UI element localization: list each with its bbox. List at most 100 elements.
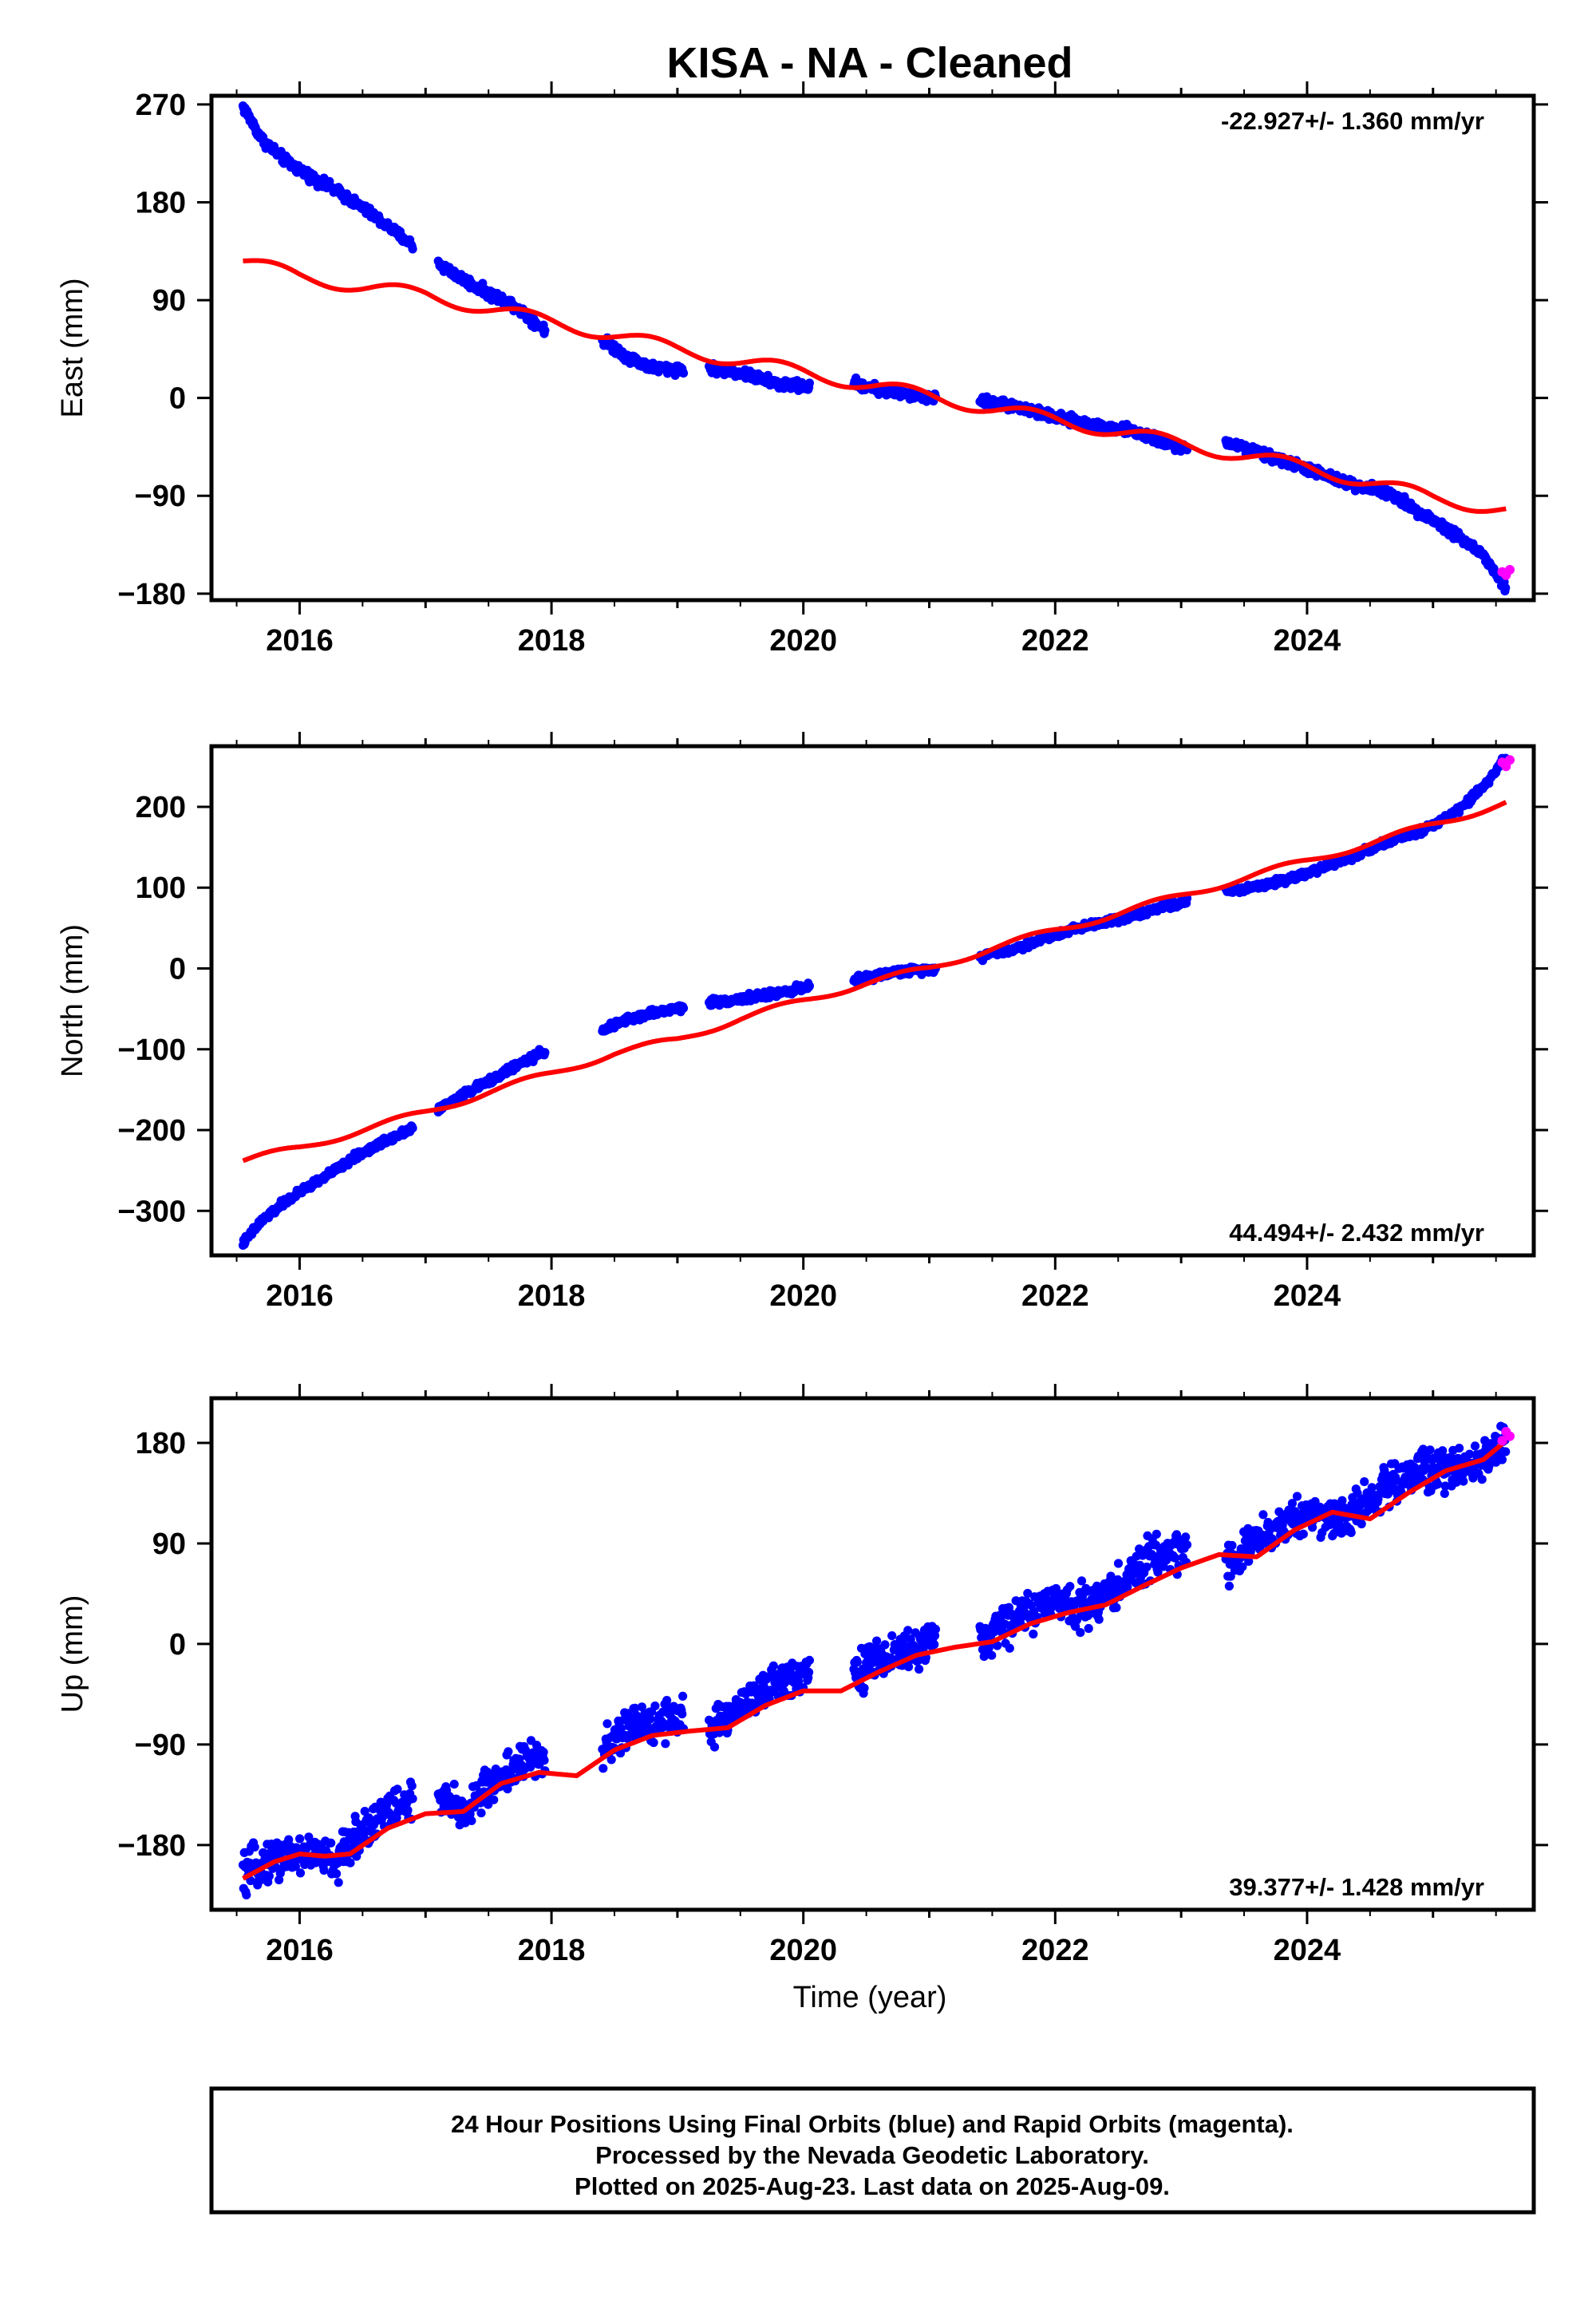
final-orbit-point (1182, 1540, 1192, 1550)
x-tick-label: 2024 (1274, 1934, 1341, 1967)
final-orbit-point (1418, 1445, 1428, 1454)
plot-frame (209, 1396, 1536, 1912)
final-orbit-point (1152, 1529, 1161, 1539)
x-axis-label: Time (year) (793, 1981, 947, 2014)
footer-line-2: Processed by the Nevada Geodetic Laborat… (595, 2141, 1149, 2169)
velocity-label: 44.494+/- 2.432 mm/yr (1229, 1219, 1484, 1247)
final-orbit-point (408, 1124, 417, 1133)
panels: 2016 2018 2020 2022 2024270180900−90−180East… (56, 81, 1548, 1967)
final-orbit-point (903, 1626, 913, 1635)
final-orbit-point (465, 1809, 475, 1819)
velocity-label: 39.377+/- 1.428 mm/yr (1229, 1873, 1484, 1901)
final-orbit-point (1171, 1553, 1180, 1563)
final-orbit-point (872, 1636, 882, 1646)
y-tick-label: 200 (136, 791, 186, 824)
y-tick-label: −100 (117, 1034, 186, 1067)
figure-title: KISA - NA - Cleaned (666, 39, 1073, 87)
final-orbit-point (598, 1764, 608, 1773)
final-orbit-point (319, 1865, 329, 1875)
final-orbit-point (250, 1842, 259, 1852)
final-orbit-point (1112, 1603, 1121, 1612)
series-rapid-orbits (1497, 755, 1515, 772)
y-tick-label: 90 (152, 1528, 186, 1561)
final-orbit-point (284, 1835, 294, 1844)
final-orbit-point (1065, 1582, 1075, 1591)
x-tick-label: 2020 (769, 624, 837, 658)
final-orbit-point (295, 1868, 306, 1878)
final-orbit-point (1106, 1571, 1116, 1581)
series-final-orbits (238, 753, 1511, 1250)
final-orbit-point (678, 369, 689, 378)
final-orbit-point (1360, 1477, 1369, 1487)
y-axis-label: Up (mm) (56, 1595, 89, 1713)
rapid-orbit-point (1505, 1431, 1515, 1441)
final-orbit-point (304, 1832, 314, 1842)
final-orbit-point (1425, 1445, 1435, 1455)
rapid-orbit-point (1505, 564, 1515, 575)
final-orbit-point (1433, 1480, 1443, 1489)
final-orbit-point (1258, 1510, 1268, 1520)
final-orbit-point (242, 1890, 251, 1899)
x-tick-label: 2016 (266, 1279, 334, 1313)
final-orbit-point (1501, 1447, 1511, 1456)
final-orbit-point (1470, 1441, 1480, 1451)
final-orbit-point (392, 1813, 401, 1823)
final-orbit-point (539, 1748, 548, 1757)
final-orbit-point (678, 1003, 689, 1013)
final-orbit-point (1455, 1444, 1464, 1453)
final-orbit-point (1076, 1628, 1085, 1638)
final-orbit-point (403, 1805, 413, 1815)
model-curve (242, 800, 1507, 1164)
final-orbit-point (852, 1658, 862, 1667)
y-axis-label: North (mm) (56, 924, 89, 1077)
final-orbit-point (290, 1862, 300, 1871)
final-orbit-point (407, 1781, 417, 1791)
final-orbit-point (1501, 583, 1511, 593)
series-final-orbits (238, 1421, 1511, 1899)
final-orbit-point (1135, 1560, 1145, 1570)
final-orbit-point (930, 1624, 940, 1634)
final-orbit-point (661, 1739, 670, 1749)
y-tick-label: 0 (169, 952, 186, 986)
final-orbit-point (1181, 1532, 1191, 1542)
panel-east: 2016 2018 2020 2022 2024270180900−90−180East… (56, 81, 1548, 658)
x-tick-label: 2018 (518, 1934, 586, 1967)
final-orbit-point (1227, 1540, 1237, 1551)
footer-line-3: Plotted on 2025-Aug-23. Last data on 202… (575, 2172, 1170, 2200)
model-curve (242, 258, 1507, 514)
x-tick-label: 2020 (769, 1279, 837, 1313)
final-orbit-point (630, 1703, 640, 1713)
final-orbit-point (540, 1048, 550, 1057)
final-orbit-point (408, 1794, 417, 1804)
final-orbit-point (1353, 1488, 1362, 1498)
x-tick-label: 2022 (1021, 624, 1089, 658)
final-orbit-point (246, 1875, 255, 1886)
rapid-orbit-point (1505, 755, 1515, 765)
final-orbit-point (1113, 1559, 1124, 1568)
final-orbit-point (503, 1784, 512, 1794)
final-orbit-point (1023, 1588, 1033, 1599)
y-tick-label: 180 (136, 1427, 186, 1460)
x-tick-label: 2022 (1021, 1934, 1089, 1967)
final-orbit-point (467, 1816, 476, 1825)
final-orbit-point (501, 1765, 511, 1775)
y-tick-label: −180 (117, 1829, 186, 1863)
final-orbit-point (1238, 1562, 1247, 1571)
x-tick-label: 2016 (266, 1934, 334, 1967)
x-tick-label: 2018 (518, 624, 586, 658)
plot-area-up (238, 1421, 1515, 1899)
final-orbit-point (295, 1834, 305, 1844)
final-orbit-point (393, 1784, 402, 1794)
plot-area-north (238, 753, 1515, 1250)
y-tick-label: 270 (136, 89, 186, 122)
panel-north: 2016 2018 2020 2022 20242001000−100−200−300N… (56, 732, 1548, 1313)
final-orbit-point (360, 1807, 369, 1816)
final-orbit-point (804, 1667, 814, 1677)
y-tick-label: −90 (135, 480, 186, 513)
final-orbit-point (662, 1696, 672, 1705)
final-orbit-point (326, 1838, 336, 1848)
final-orbit-point (275, 1875, 284, 1885)
final-orbit-point (804, 378, 815, 388)
y-tick-label: −200 (117, 1114, 186, 1148)
